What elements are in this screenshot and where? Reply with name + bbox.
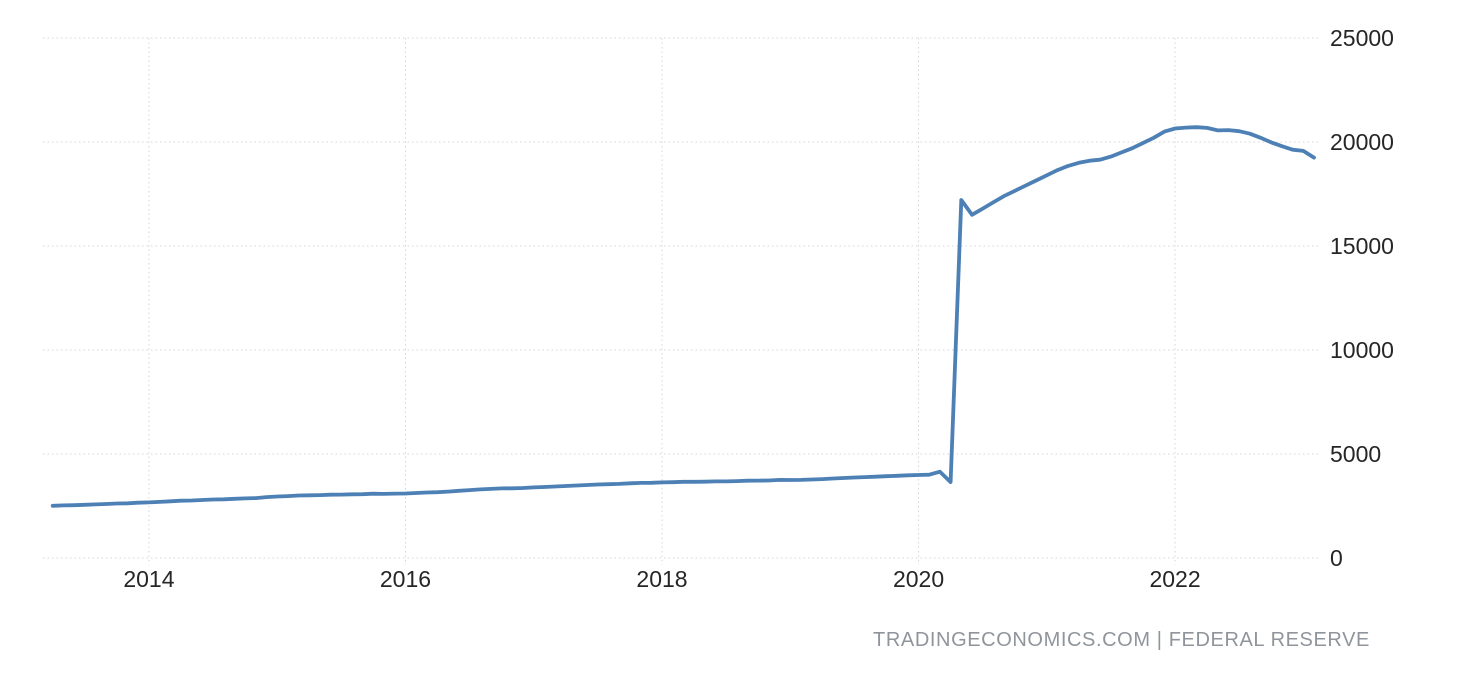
vertical-gridlines (148, 38, 1176, 565)
attribution-text: TRADINGECONOMICS.COM | FEDERAL RESERVE (873, 629, 1370, 651)
x-axis-tick-label-2020: 2020 (892, 566, 945, 592)
data-series-line[interactable] (50, 125, 1316, 508)
x-axis-tick-label-2018: 2018 (636, 566, 688, 592)
y-axis-tick-label-15000: 15000 (1330, 233, 1394, 259)
y-axis-tick-label-0: 0 (1330, 545, 1343, 571)
y-axis-tick-label-10000: 10000 (1330, 337, 1394, 363)
x-axis-tick-label-2016: 2016 (379, 566, 432, 592)
x-axis-tick-label-2014: 2014 (123, 566, 175, 592)
y-axis-tick-label-20000: 20000 (1330, 129, 1394, 155)
y-axis-tick-label-25000: 25000 (1330, 25, 1394, 51)
x-axis-tick-label-2022: 2022 (1149, 566, 1201, 592)
horizontal-gridlines (43, 37, 1320, 559)
y-axis-tick-label-5000: 5000 (1330, 441, 1382, 467)
